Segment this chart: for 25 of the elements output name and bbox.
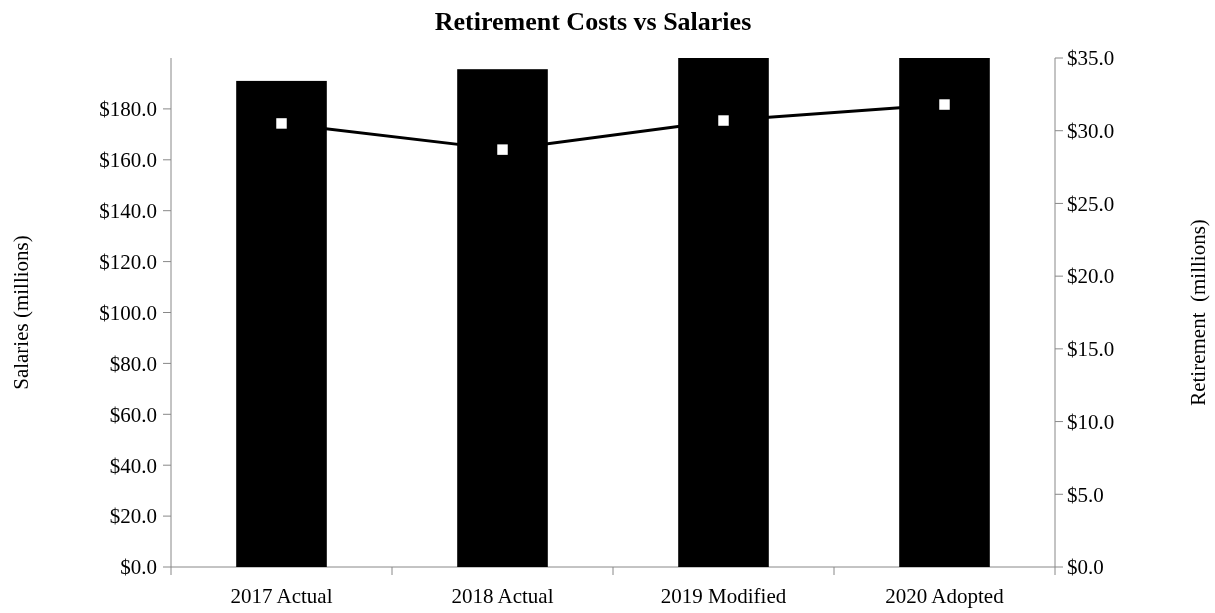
y-axis-title: Salaries (millions) — [9, 235, 33, 390]
y2-tick-label: $5.0 — [1067, 482, 1104, 507]
y-tick-label: $20.0 — [109, 504, 157, 529]
y2-tick-label: $10.0 — [1067, 409, 1115, 434]
y-tick-label: $40.0 — [109, 453, 157, 478]
x-tick-label: 2018 Actual — [451, 584, 554, 608]
chart-title: Retirement Costs vs Salaries — [434, 7, 752, 36]
y-tick-label: $80.0 — [109, 351, 157, 376]
y-tick-label: $160.0 — [99, 148, 157, 173]
y2-tick-label: $20.0 — [1067, 264, 1115, 289]
x-tick-label: 2017 Actual — [230, 584, 333, 608]
y-tick-label: $100.0 — [99, 300, 157, 325]
y2-tick-label: $25.0 — [1067, 191, 1115, 216]
y-tick-label: $0.0 — [120, 555, 157, 580]
y-tick-label: $120.0 — [99, 249, 157, 274]
x-tick-label: 2020 Adopted — [885, 584, 1005, 608]
y2-tick-label: $35.0 — [1067, 46, 1115, 71]
y2-tick-label: $30.0 — [1067, 119, 1115, 144]
y2-tick-label: $15.0 — [1067, 337, 1115, 362]
y2-axis-title: Retirement (millions) — [1186, 219, 1210, 406]
x-tick-label: 2019 Modified — [660, 584, 787, 608]
y2-tick-label: $0.0 — [1067, 555, 1104, 580]
y-tick-label: $180.0 — [99, 97, 157, 122]
y-tick-label: $60.0 — [109, 402, 157, 427]
y-tick-label: $140.0 — [99, 199, 157, 224]
